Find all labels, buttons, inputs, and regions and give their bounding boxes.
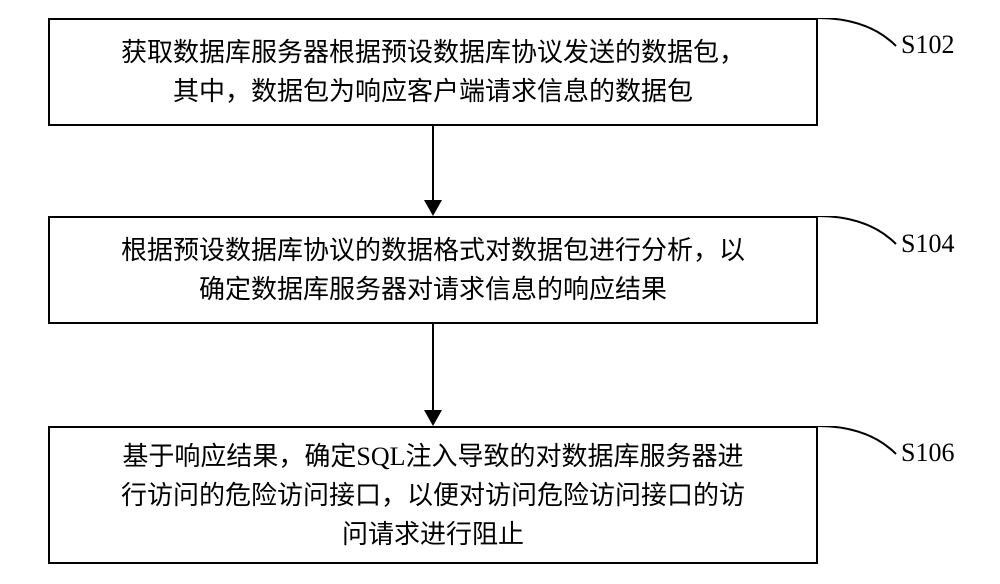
step-s104-line1: 根据预设数据库协议的数据格式对数据包进行分析，以 <box>121 236 745 265</box>
step-s104-line2: 确定数据库服务器对请求信息的响应结果 <box>199 275 667 304</box>
step-label-s102: S102 <box>901 30 954 60</box>
flowchart-container: 获取数据库服务器根据预设数据库协议发送的数据包， 其中，数据包为响应客户端请求信… <box>0 0 1000 584</box>
step-box-s106: 基于响应结果，确定SQL注入导致的对数据库服务器进 行访问的危险访问接口，以便对… <box>48 426 818 564</box>
step-s106-line1: 基于响应结果，确定SQL注入导致的对数据库服务器进 <box>122 442 743 471</box>
step-s106-line2: 行访问的危险访问接口，以便对访问危险访问接口的访 <box>121 481 745 510</box>
step-box-s102: 获取数据库服务器根据预设数据库协议发送的数据包， 其中，数据包为响应客户端请求信… <box>48 18 818 126</box>
step-box-s104: 根据预设数据库协议的数据格式对数据包进行分析，以 确定数据库服务器对请求信息的响… <box>48 216 818 324</box>
step-s102-line1: 获取数据库服务器根据预设数据库协议发送的数据包， <box>121 38 745 67</box>
step-label-s106: S106 <box>901 438 954 468</box>
step-text-s104: 根据预设数据库协议的数据格式对数据包进行分析，以 确定数据库服务器对请求信息的响… <box>121 231 745 309</box>
step-label-s104: S104 <box>901 229 954 259</box>
step-s102-line2: 其中，数据包为响应客户端请求信息的数据包 <box>173 77 693 106</box>
leader-line-s106 <box>818 426 900 466</box>
step-s106-line3: 问请求进行阻止 <box>342 520 524 549</box>
arrow-head-1 <box>424 200 442 216</box>
leader-line-s104 <box>818 216 900 256</box>
leader-line-s102 <box>818 18 900 58</box>
step-text-s106: 基于响应结果，确定SQL注入导致的对数据库服务器进 行访问的危险访问接口，以便对… <box>121 437 745 554</box>
arrow-head-2 <box>424 410 442 426</box>
arrow-line-2 <box>432 324 434 410</box>
arrow-line-1 <box>432 126 434 200</box>
step-text-s102: 获取数据库服务器根据预设数据库协议发送的数据包， 其中，数据包为响应客户端请求信… <box>121 33 745 111</box>
